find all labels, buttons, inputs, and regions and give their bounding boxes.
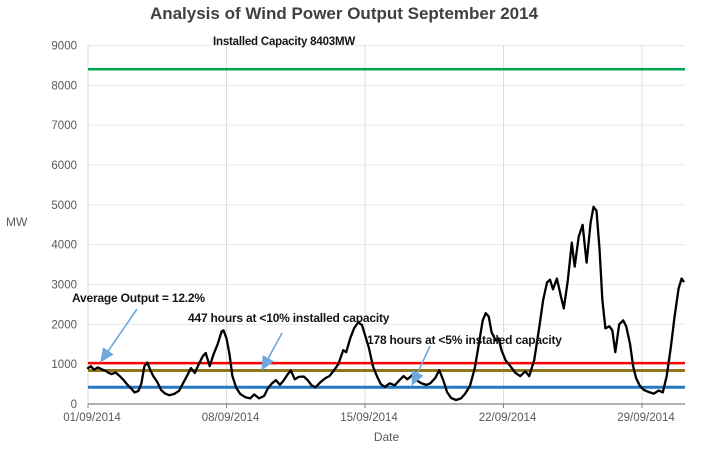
y-tick-label: 4000 (51, 240, 77, 252)
y-tick-label: 5000 (51, 200, 77, 212)
y-tick-label: 8000 (51, 80, 77, 92)
arrow-to-10pct-line (261, 332, 283, 371)
y-tick-label: 7000 (51, 120, 77, 132)
x-tick-label: 08/09/2014 (202, 412, 260, 424)
hours-under-10pct-label: 447 hours at <10% installed capacity (188, 311, 390, 325)
reference-lines (88, 68, 685, 389)
y-tick-label: 0 (71, 399, 77, 411)
x-tick-label: 29/09/2014 (617, 412, 675, 424)
x-tick-label: 01/09/2014 (63, 412, 121, 424)
average-output-label: Average Output = 12.2% (72, 291, 205, 305)
x-tick-label: 15/09/2014 (340, 412, 398, 424)
installed-capacity-label: Installed Capacity 8403MW (213, 36, 355, 48)
chart-title: Analysis of Wind Power Output September … (149, 4, 539, 23)
axis-lines (87, 45, 685, 408)
output-series-line (86, 205, 685, 402)
x-axis-title: Date (373, 430, 400, 444)
annotation-arrows (100, 308, 431, 386)
y-axis-title: MW (6, 215, 28, 229)
y-tick-label: 9000 (51, 41, 77, 53)
y-tick-label: 6000 (51, 160, 77, 172)
hours-under-5pct-label: 178 hours at <5% installed capacity (367, 333, 562, 347)
y-tick-label: 1000 (51, 359, 77, 371)
gridlines (88, 45, 685, 404)
arrow-to-5pct-line (411, 345, 431, 386)
y-tick-label: 3000 (51, 280, 77, 292)
arrow-to-average-line (100, 308, 138, 363)
x-tick-label: 22/09/2014 (479, 412, 537, 424)
tick-labels: 0 1000 2000 3000 4000 5000 6000 7000 8000 9000 01/… (51, 41, 675, 425)
y-tick-label: 2000 (51, 319, 77, 331)
series-wind-output (86, 205, 685, 402)
